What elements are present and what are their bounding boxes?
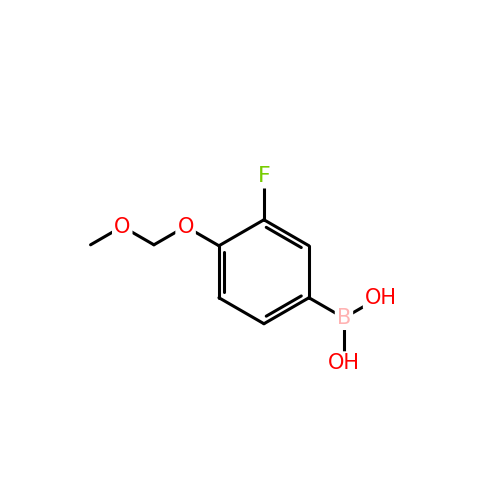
Text: F: F [258,166,270,186]
Text: OH: OH [328,354,360,374]
Text: O: O [178,216,194,236]
Text: O: O [114,216,130,236]
Text: B: B [337,308,351,328]
Text: OH: OH [365,288,397,308]
